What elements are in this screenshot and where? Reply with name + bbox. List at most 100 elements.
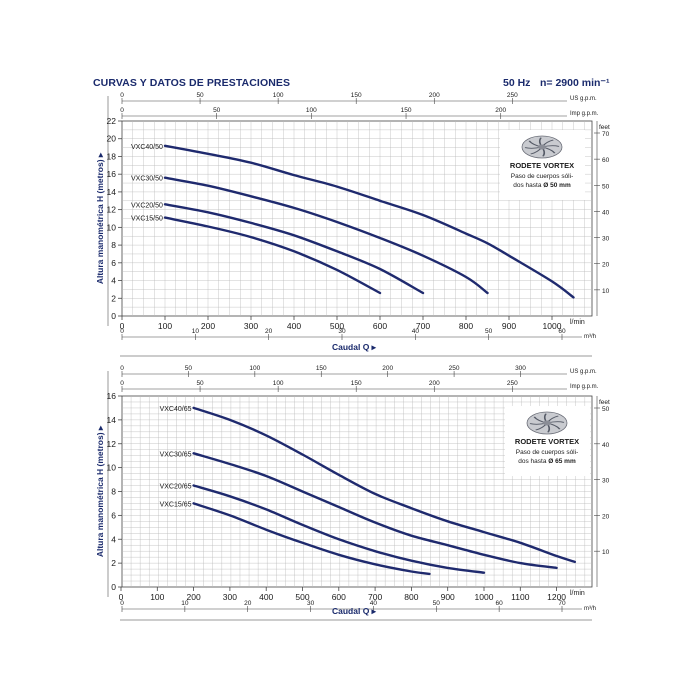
x-tick-label: 400 [287, 321, 301, 331]
bottom-axis-m3h-tick-label: 10 [181, 600, 189, 607]
y-tick-label: 22 [107, 116, 117, 126]
x-tick-label: 600 [332, 592, 346, 602]
frequency-label: 50 Hz [503, 77, 531, 89]
x-tick-label: 200 [201, 321, 215, 331]
impeller-line-2-size: Ø 65 mm [548, 458, 576, 465]
top-axis-usgpm-tick-label: 50 [185, 365, 193, 372]
top-axis-usgpm-unit: US g.p.m. [570, 96, 597, 102]
y-tick-label: 12 [107, 205, 117, 215]
y-axis-title: Altura manométrica H (metros) ▸ [95, 425, 105, 557]
top-axis-usgpm-tick-label: 0 [120, 92, 124, 99]
bottom-axis-m3h-tick-label: 0 [120, 328, 124, 335]
top-axis-usgpm-tick-label: 0 [120, 365, 124, 372]
bottom-axis-m3h-tick-label: 60 [558, 328, 566, 335]
bottom-axis-m3h-tick-label: 30 [338, 328, 346, 335]
x-tick-label: 500 [295, 592, 309, 602]
x-tick-label: 800 [404, 592, 418, 602]
bottom-axis-m3h-unit: m³/h [584, 606, 596, 612]
x-unit-label: l/min [570, 590, 585, 597]
top-axis-impgpm-tick-label: 200 [429, 380, 440, 387]
y-tick-label: 2 [111, 558, 116, 568]
x-tick-label: 600 [373, 321, 387, 331]
right-axis-tick-label: 10 [602, 549, 610, 556]
bottom-axis-m3h-tick-label: 20 [265, 328, 273, 335]
y-tick-label: 14 [107, 187, 117, 197]
top-axis-usgpm-tick-label: 150 [316, 365, 327, 372]
series-label: VXC40/50 [131, 144, 163, 151]
bottom-axis-m3h-tick-label: 40 [412, 328, 420, 335]
impeller-hub [538, 144, 546, 150]
top-axis-impgpm-tick-label: 150 [401, 107, 412, 114]
y-axis-title: Altura manométrica H (metros) ▸ [95, 152, 105, 284]
curve-vxc40-50 [163, 144, 575, 299]
y-tick-label: 4 [111, 276, 116, 286]
curve-vxc30-50 [163, 176, 489, 295]
impeller-line-1: Paso de cuerpos sóli- [511, 173, 574, 180]
impeller-line-2: dos hasta Ø 65 mm [518, 458, 576, 465]
top-axis-usgpm-tick-label: 250 [449, 365, 460, 372]
x-tick-label: 1100 [511, 592, 530, 602]
bottom-axis-m3h-tick-label: 20 [244, 600, 252, 607]
top-axis-usgpm-tick-label: 100 [249, 365, 260, 372]
impeller-line-2-text: dos hasta [518, 458, 548, 465]
bottom-axis-m3h-tick-label: 50 [485, 328, 493, 335]
top-axis-impgpm-tick-label: 0 [120, 380, 124, 387]
right-axis-unit: feet [599, 124, 610, 131]
series-label: VXC20/65 [160, 484, 192, 491]
curve-vxc30-65 [192, 452, 558, 570]
y-tick-label: 16 [107, 169, 117, 179]
top-axis-usgpm-tick-label: 100 [273, 92, 284, 99]
y-tick-label: 10 [107, 222, 117, 232]
top-axis-impgpm-tick-label: 50 [213, 107, 221, 114]
impeller-line-2: dos hasta Ø 50 mm [513, 182, 571, 189]
impeller-line-2-size: Ø 50 mm [543, 182, 571, 189]
impeller-box: RODETE VORTEX Paso de cuerpos sóli-dos ha… [505, 406, 590, 476]
right-axis-tick-label: 50 [602, 406, 610, 413]
impeller-box: RODETE VORTEX Paso de cuerpos sóli-dos ha… [500, 130, 585, 200]
top-axis-usgpm-tick-label: 150 [351, 92, 362, 99]
x-tick-label: 100 [150, 592, 164, 602]
bottom-axis-m3h-tick-label: 10 [192, 328, 200, 335]
x-tick-label: 0 [119, 592, 124, 602]
top-axis-impgpm-tick-label: 100 [306, 107, 317, 114]
x-tick-label: 300 [244, 321, 258, 331]
top-axis-usgpm-unit: US g.p.m. [570, 369, 597, 375]
top-axis-usgpm-tick-label: 50 [196, 92, 204, 99]
x-tick-label: 500 [330, 321, 344, 331]
x-tick-label: 300 [223, 592, 237, 602]
series-label: VXC40/65 [160, 406, 192, 413]
series-label: VXC30/65 [160, 451, 192, 458]
x-axis-title: Caudal Q ▸ [332, 606, 377, 616]
bottom-axis-m3h-tick-label: 40 [370, 600, 378, 607]
x-tick-label: 200 [187, 592, 201, 602]
x-tick-label: 800 [459, 321, 473, 331]
top-axis-usgpm-tick-label: 200 [429, 92, 440, 99]
top-axis-usgpm-tick-label: 300 [515, 365, 526, 372]
y-tick-label: 0 [111, 311, 116, 321]
y-tick-label: 4 [111, 534, 116, 544]
impeller-icon [521, 135, 563, 159]
bottom-axis-m3h-unit: m³/h [584, 334, 596, 340]
x-tick-label: 700 [416, 321, 430, 331]
series-label: VXC30/50 [131, 176, 163, 183]
y-tick-label: 10 [107, 463, 117, 473]
x-tick-label: 900 [441, 592, 455, 602]
y-tick-label: 8 [111, 487, 116, 497]
x-tick-label: 0 [120, 321, 125, 331]
impeller-line-1: Paso de cuerpos sóli- [516, 449, 579, 456]
x-axis-title: Caudal Q ▸ [332, 342, 377, 352]
x-tick-label: 100 [158, 321, 172, 331]
right-axis-tick-label: 40 [602, 442, 610, 449]
top-axis-impgpm-unit: Imp g.p.m. [570, 111, 599, 117]
x-tick-label: 400 [259, 592, 273, 602]
series-label: VXC15/50 [131, 216, 163, 223]
top-axis-impgpm-tick-label: 50 [196, 380, 204, 387]
top-axis-impgpm-tick-label: 250 [507, 380, 518, 387]
curve-vxc20-65 [192, 484, 486, 574]
right-axis-tick-label: 20 [602, 513, 610, 520]
curve-vxc15-65 [192, 502, 431, 576]
top-axis-usgpm-tick-label: 250 [507, 92, 518, 99]
top-axis-impgpm-tick-label: 200 [495, 107, 506, 114]
